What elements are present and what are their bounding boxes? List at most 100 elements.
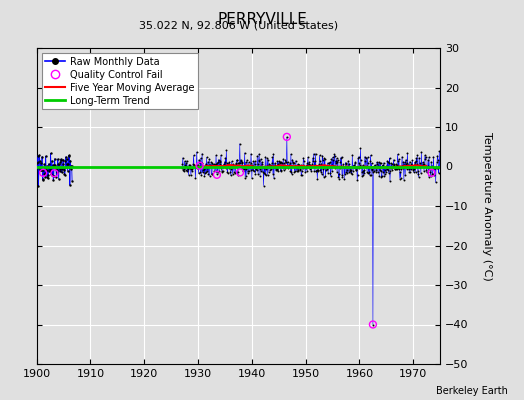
- Point: [309, 155, 317, 161]
- Point: [280, 164, 289, 171]
- Point: [363, 163, 371, 169]
- Point: [203, 168, 211, 174]
- Point: [335, 175, 343, 182]
- Point: [422, 154, 430, 160]
- Point: [302, 165, 310, 172]
- Point: [223, 168, 232, 175]
- Point: [275, 158, 283, 164]
- Point: [393, 162, 401, 168]
- Point: [378, 162, 387, 168]
- Point: [180, 168, 188, 174]
- Point: [230, 161, 238, 168]
- Point: [209, 162, 217, 168]
- Point: [336, 159, 344, 166]
- Point: [313, 176, 322, 182]
- Point: [340, 176, 348, 182]
- Point: [270, 164, 278, 170]
- Point: [251, 158, 259, 164]
- Point: [202, 169, 210, 175]
- Point: [344, 169, 353, 176]
- Point: [248, 162, 257, 168]
- Point: [292, 168, 301, 174]
- Point: [303, 168, 311, 175]
- Point: [369, 321, 377, 328]
- Point: [343, 166, 351, 173]
- Point: [194, 164, 202, 170]
- Point: [362, 154, 370, 161]
- Point: [433, 159, 441, 166]
- Point: [383, 157, 391, 164]
- Point: [213, 170, 221, 177]
- Point: [392, 166, 401, 172]
- Point: [413, 152, 421, 158]
- Point: [272, 166, 281, 173]
- Point: [339, 161, 347, 168]
- Point: [357, 157, 365, 163]
- Point: [200, 172, 209, 179]
- Point: [289, 159, 297, 165]
- Point: [59, 156, 67, 163]
- Point: [221, 163, 229, 170]
- Point: [333, 169, 341, 176]
- Point: [245, 159, 253, 166]
- Point: [224, 165, 233, 171]
- Point: [390, 161, 399, 168]
- Point: [381, 167, 390, 174]
- Point: [44, 172, 52, 178]
- Point: [285, 164, 293, 170]
- Point: [66, 158, 74, 164]
- Legend: Raw Monthly Data, Quality Control Fail, Five Year Moving Average, Long-Term Tren: Raw Monthly Data, Quality Control Fail, …: [41, 53, 198, 109]
- Point: [317, 160, 325, 167]
- Point: [313, 167, 321, 173]
- Point: [385, 155, 394, 161]
- Point: [422, 169, 431, 176]
- Point: [62, 156, 71, 162]
- Point: [396, 175, 404, 182]
- Point: [207, 159, 215, 165]
- Point: [198, 150, 206, 157]
- Point: [331, 165, 340, 171]
- Point: [259, 182, 268, 189]
- Point: [302, 161, 311, 168]
- Point: [349, 168, 357, 174]
- Point: [247, 160, 256, 166]
- Point: [384, 167, 392, 173]
- Point: [179, 166, 188, 173]
- Point: [325, 160, 334, 167]
- Point: [288, 156, 297, 163]
- Point: [261, 172, 270, 178]
- Point: [423, 163, 432, 169]
- Point: [269, 151, 278, 157]
- Point: [34, 183, 42, 190]
- Point: [312, 168, 321, 175]
- Point: [304, 161, 313, 167]
- Point: [279, 167, 288, 173]
- Point: [195, 159, 204, 165]
- Point: [201, 170, 210, 176]
- Point: [307, 163, 315, 169]
- Point: [418, 162, 426, 169]
- Point: [217, 152, 225, 158]
- Point: [412, 158, 420, 164]
- Point: [242, 173, 250, 179]
- Point: [390, 162, 398, 168]
- Point: [257, 168, 266, 174]
- Point: [46, 168, 54, 174]
- Point: [231, 170, 239, 176]
- Point: [294, 167, 302, 173]
- Point: [424, 157, 432, 163]
- Point: [50, 170, 59, 176]
- Point: [294, 162, 303, 168]
- Point: [49, 177, 58, 184]
- Point: [211, 162, 219, 168]
- Point: [330, 151, 339, 158]
- Point: [234, 160, 243, 167]
- Point: [205, 173, 214, 179]
- Point: [385, 170, 393, 176]
- Point: [185, 162, 193, 168]
- Point: [237, 160, 246, 166]
- Point: [304, 154, 312, 161]
- Point: [52, 166, 60, 172]
- Point: [276, 168, 285, 175]
- Point: [39, 176, 47, 182]
